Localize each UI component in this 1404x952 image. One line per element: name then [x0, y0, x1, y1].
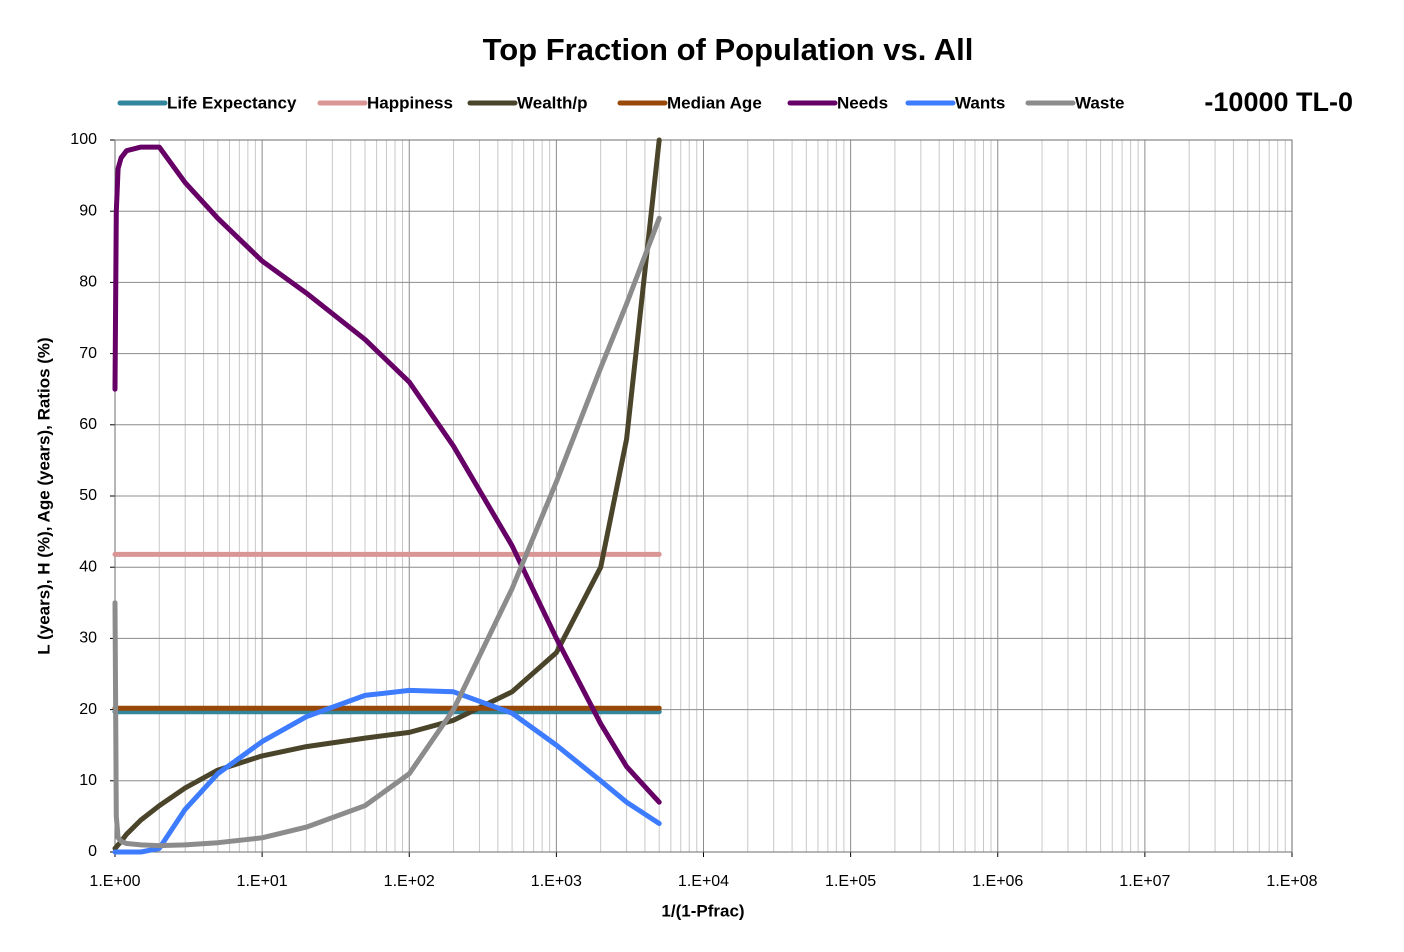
x-tick-label: 1.E+01: [237, 873, 288, 890]
annotation: -10000 TL-0: [1204, 87, 1353, 117]
series-line: [112, 687, 662, 855]
x-tick-label: 1.E+00: [89, 873, 140, 890]
legend-label: Wants: [955, 93, 1005, 112]
chart-title: Top Fraction of Population vs. All: [483, 32, 974, 67]
legend-label: Wealth/p: [517, 93, 588, 112]
series-line: [112, 137, 662, 851]
series-line: [112, 144, 662, 805]
y-tick-label: 30: [79, 630, 97, 647]
x-tick-label: 1.E+08: [1266, 873, 1317, 890]
y-tick-label: 70: [79, 345, 97, 362]
y-tick-label: 90: [79, 202, 97, 219]
x-tick-label: 1.E+05: [825, 873, 876, 890]
y-tick-label: 20: [79, 701, 97, 718]
y-tick-label: 50: [79, 487, 97, 504]
plot-border: [114, 139, 1293, 853]
y-tick-label: 40: [79, 558, 97, 575]
legend-label: Waste: [1075, 93, 1124, 112]
y-tick-label: 10: [79, 772, 97, 789]
legend-label: Median Age: [667, 93, 762, 112]
legend-label: Needs: [837, 93, 888, 112]
y-tick-label: 0: [88, 843, 97, 860]
y-tick-label: 60: [79, 416, 97, 433]
x-tick-label: 1.E+03: [531, 873, 582, 890]
y-axis-title: L (years), H (%), Age (years), Ratios (%…: [34, 337, 53, 654]
series-line: [112, 215, 662, 849]
legend-label: Happiness: [367, 93, 453, 112]
x-tick-label: 1.E+02: [384, 873, 435, 890]
x-axis-title: 1/(1-Pfrac): [661, 901, 744, 920]
x-tick-label: 1.E+04: [678, 873, 729, 890]
y-tick-label: 100: [70, 131, 97, 148]
legend-label: Life Expectancy: [167, 93, 297, 112]
x-tick-label: 1.E+06: [972, 873, 1023, 890]
y-tick-label: 80: [79, 274, 97, 291]
x-tick-label: 1.E+07: [1119, 873, 1170, 890]
